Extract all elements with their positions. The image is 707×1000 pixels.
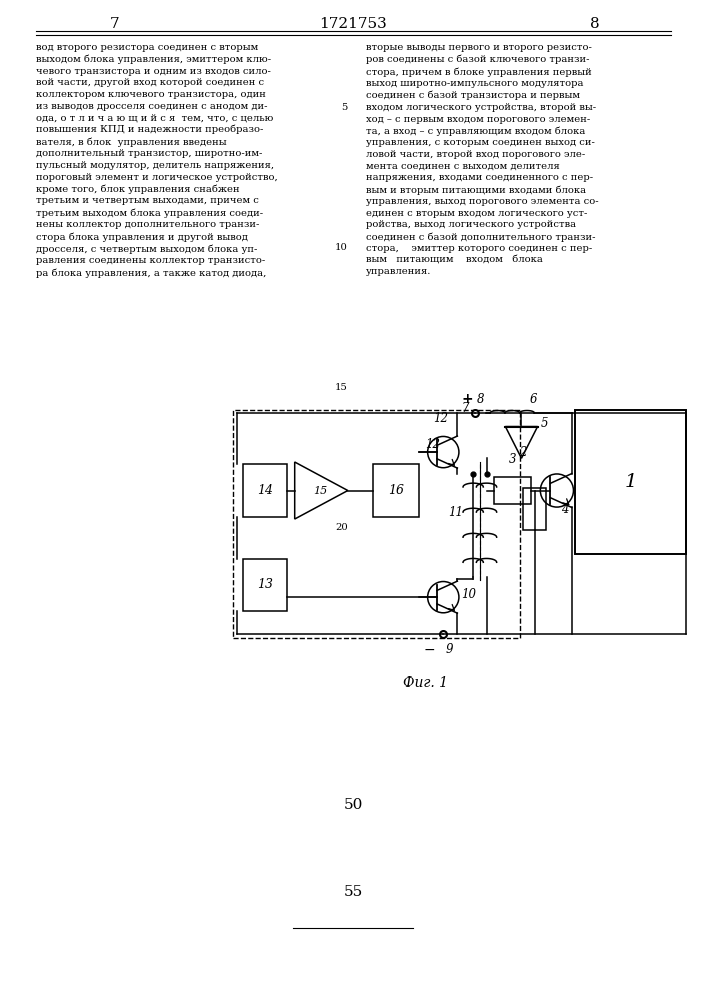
Text: 55: 55 — [344, 885, 363, 899]
Text: Фиг. 1: Фиг. 1 — [403, 676, 448, 690]
Text: 12: 12 — [433, 412, 448, 425]
Text: 12: 12 — [426, 438, 440, 451]
Text: 2: 2 — [519, 446, 526, 459]
Text: −: − — [423, 643, 436, 657]
Text: 6: 6 — [530, 393, 537, 406]
Text: 3: 3 — [508, 453, 516, 466]
Bar — [243, 464, 287, 517]
Text: вторые выводы первого и второго резисто-
ров соединены с базой ключевого транзи-: вторые выводы первого и второго резисто-… — [366, 43, 599, 276]
Bar — [494, 477, 531, 504]
Text: 20: 20 — [335, 522, 348, 532]
Bar — [523, 488, 547, 530]
Text: 15: 15 — [335, 382, 348, 391]
Text: 4: 4 — [561, 503, 568, 516]
Text: 1: 1 — [624, 473, 637, 491]
Text: +: + — [462, 392, 473, 406]
Text: 1721753: 1721753 — [319, 17, 387, 31]
Text: 9: 9 — [445, 643, 453, 656]
Text: 16: 16 — [388, 484, 404, 497]
Bar — [243, 559, 287, 611]
Text: 8: 8 — [590, 17, 600, 31]
Text: 10: 10 — [461, 588, 476, 601]
Text: 13: 13 — [257, 578, 273, 591]
Text: 5: 5 — [341, 103, 348, 111]
Text: 15: 15 — [313, 486, 327, 496]
Text: 10: 10 — [335, 242, 348, 251]
Text: 7: 7 — [110, 17, 119, 31]
Text: 11: 11 — [448, 506, 463, 519]
Text: 14: 14 — [257, 484, 273, 497]
Text: 8: 8 — [477, 393, 485, 406]
Text: вод второго резистора соединен с вторым
выходом блока управления, эмиттером клю-: вод второго резистора соединен с вторым … — [36, 43, 278, 278]
Text: 50: 50 — [344, 798, 363, 812]
Text: 7: 7 — [461, 402, 469, 415]
Bar — [373, 464, 419, 517]
Text: 5: 5 — [541, 417, 548, 430]
